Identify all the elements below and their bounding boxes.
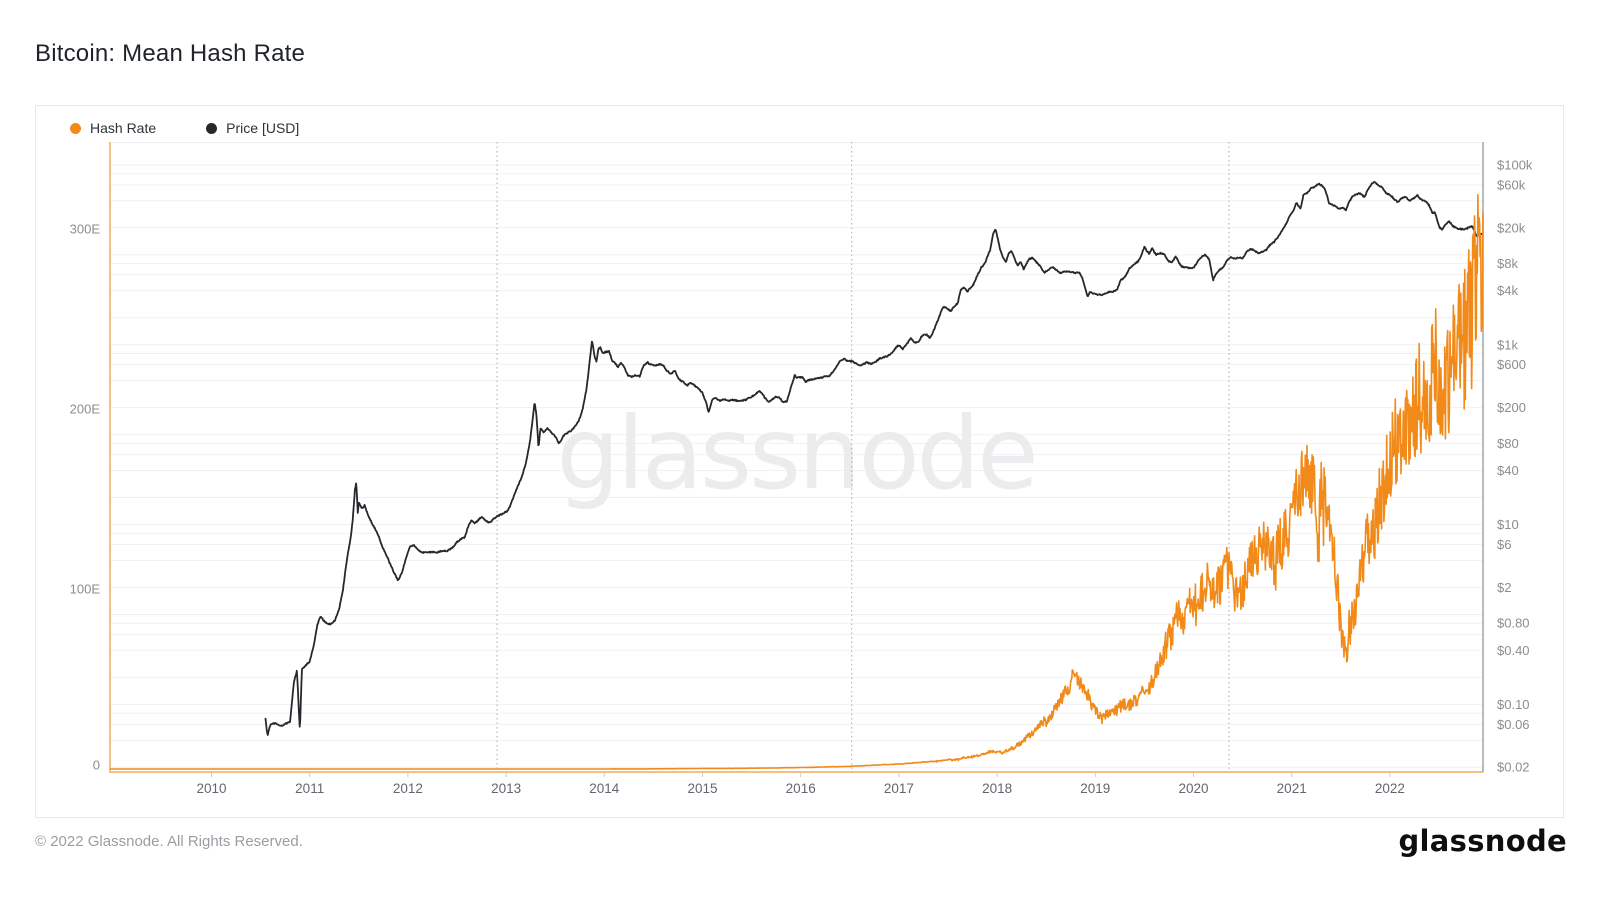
legend: Hash Rate Price [USD]	[70, 120, 299, 136]
price-line	[264, 181, 1484, 736]
legend-item-hash-rate[interactable]: Hash Rate	[70, 120, 156, 136]
y-axis-tick-left: 200E	[70, 402, 101, 417]
copyright-text: © 2022 Glassnode. All Rights Reserved.	[35, 833, 303, 850]
chart-panel	[35, 105, 1564, 818]
y-axis-tick-right: $100k	[1497, 158, 1533, 173]
price-legend-dot-icon	[206, 122, 218, 134]
x-axis-tick: 2010	[196, 781, 226, 796]
x-axis-tick: 2013	[491, 781, 521, 796]
legend-label-price: Price [USD]	[226, 120, 300, 136]
x-axis-tick: 2014	[589, 781, 620, 796]
x-axis-tick: 2015	[687, 781, 717, 796]
watermark: glassnode	[556, 395, 1035, 512]
x-axis-tick: 2017	[884, 781, 914, 796]
y-axis-tick-right: $20k	[1497, 220, 1526, 235]
series-lines	[110, 181, 1484, 770]
y-axis-tick-left: 100E	[70, 582, 101, 597]
y-axis-tick-right: $200	[1497, 400, 1526, 415]
x-axis-tick: 2012	[393, 781, 423, 796]
axis-tick-labels: 0 100E 200E 300E $100k $60k $20k $8k $4k $1k $600 $…	[70, 158, 1533, 797]
y-axis-tick-right: $0.10	[1497, 697, 1530, 712]
y-axis-tick-right: $0.80	[1497, 616, 1530, 631]
x-axis-tick: 2011	[295, 781, 324, 796]
y-axis-tick-right: $600	[1497, 357, 1526, 372]
x-axis-tick: 2019	[1080, 781, 1110, 796]
y-axis-tick-right: $80	[1497, 436, 1519, 451]
legend-label-hash-rate: Hash Rate	[90, 120, 157, 136]
y-axis-tick-right: $40	[1497, 463, 1519, 478]
hash-rate-line	[110, 193, 1484, 770]
y-axis-tick-right: $8k	[1497, 256, 1518, 271]
hash-rate-legend-dot-icon	[70, 122, 81, 134]
y-axis-tick-right: $0.02	[1497, 760, 1530, 775]
y-axis-tick-right: $6	[1497, 537, 1511, 552]
y-axis-tick-right: $10	[1497, 517, 1519, 532]
y-axis-tick-right: $0.40	[1497, 643, 1530, 658]
legend-item-price[interactable]: Price [USD]	[206, 120, 299, 136]
halving-lines	[496, 142, 1230, 772]
x-axis-tick: 2018	[982, 781, 1012, 796]
x-axis-tick: 2016	[786, 781, 816, 796]
x-axis-tick: 2020	[1178, 781, 1208, 796]
y-axis-tick-left: 0	[93, 758, 100, 773]
x-axis-tick: 2021	[1277, 781, 1307, 796]
y-axis-tick-right: $0.06	[1497, 717, 1530, 732]
x-axis-tick: 2022	[1375, 781, 1405, 796]
y-axis-tick-left: 300E	[70, 222, 101, 237]
y-axis-tick-right: $60k	[1497, 177, 1526, 192]
y-axis-tick-right: $1k	[1497, 337, 1518, 352]
page-title: Bitcoin: Mean Hash Rate	[35, 40, 306, 67]
y-axis-tick-right: $4k	[1497, 283, 1518, 298]
y-axis-tick-right: $2	[1497, 580, 1511, 595]
glassnode-logo: glassnode	[1398, 824, 1567, 858]
gridlines	[110, 142, 1483, 768]
